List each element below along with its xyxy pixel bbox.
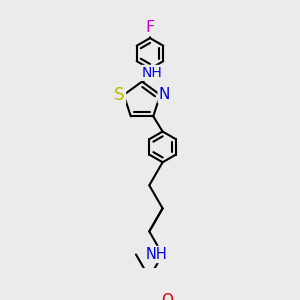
Text: O: O	[161, 293, 173, 300]
Text: F: F	[146, 20, 154, 35]
Text: N: N	[159, 87, 170, 102]
Text: NH: NH	[146, 247, 168, 262]
Text: S: S	[114, 86, 125, 104]
Text: NH: NH	[141, 66, 162, 80]
